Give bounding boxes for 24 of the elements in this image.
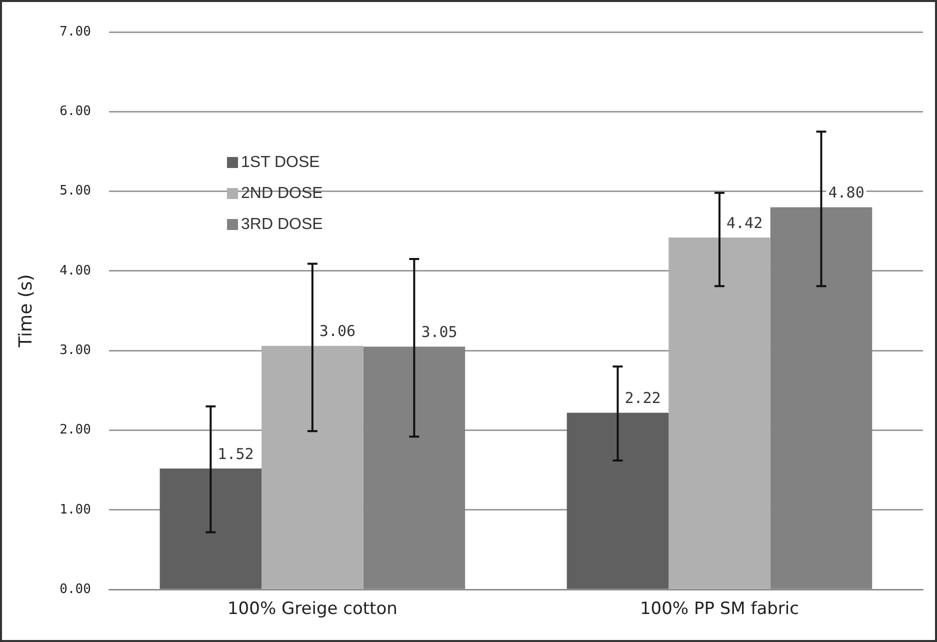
data-label: 2.22	[624, 389, 661, 408]
bar	[668, 238, 770, 589]
y-tick-label: 5.00	[60, 184, 91, 199]
y-tick-label: 7.00	[60, 24, 91, 40]
y-tick-label: 4.00	[60, 263, 91, 278]
data-label: 1.52	[218, 444, 254, 463]
data-label: 4.42	[726, 214, 763, 232]
x-tick-label: 100% PP SM fabric	[640, 599, 799, 620]
bar	[160, 468, 262, 589]
legend-label: 3RD DOSE	[241, 216, 323, 234]
y-tick-label: 6.00	[60, 104, 91, 120]
bar	[262, 346, 364, 589]
y-tick-label: 1.00	[60, 502, 91, 518]
legend-label: 2ND DOSE	[241, 184, 323, 202]
data-label: 3.06	[319, 322, 356, 340]
x-tick-label: 100% Greige cotton	[227, 599, 398, 620]
legend-label: 1ST DOSE	[241, 154, 320, 172]
y-axis-title: Time (s)	[15, 274, 36, 348]
y-tick-label: 2.00	[60, 422, 91, 438]
y-tick-label: 0.00	[60, 582, 91, 597]
data-label: 4.80	[828, 184, 864, 202]
data-label: 3.05	[421, 323, 458, 342]
bar	[566, 412, 669, 589]
y-tick-label: 3.00	[60, 343, 91, 358]
